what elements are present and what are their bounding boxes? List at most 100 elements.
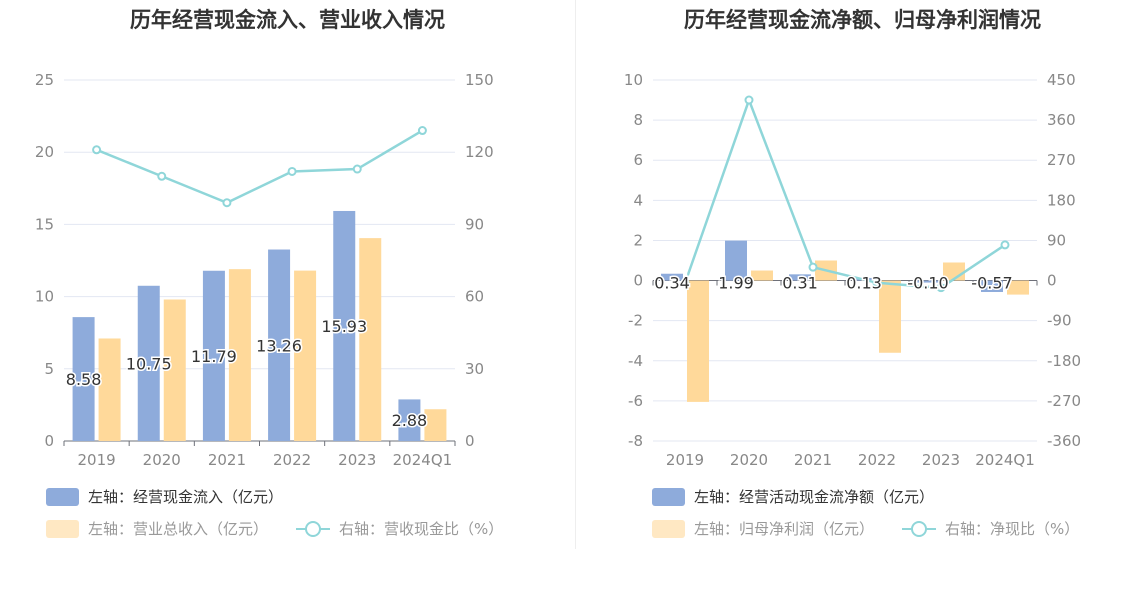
legend-item-revenue[interactable]: 左轴：营业总收入（亿元） [46,518,268,539]
x-tick-label: 2020 [143,451,181,469]
bar [1007,280,1029,295]
bar [98,338,121,441]
y-right-tick-label: 30 [465,360,484,378]
bar [294,270,317,441]
legend-label: 左轴：归母净利润（亿元） [694,520,875,538]
line-point [157,171,167,181]
legend-swatch [46,519,79,538]
bar-data-label: -0.10 [907,274,948,293]
chart-title: 历年经营现金流入、营业收入情况 [130,8,445,32]
line-series [683,96,1006,289]
bar [398,399,421,441]
legend-item-net-cash-ratio[interactable]: 右轴：净现比（%） [902,518,1079,539]
y-right-tick-label: 0 [1047,272,1057,290]
legend-label: 右轴：营收现金比（%） [339,520,504,538]
x-tick-label: 2019 [77,451,115,469]
x-tick-label: 2022 [858,451,896,469]
y-left-tick-label: 10 [624,71,643,89]
bar-data-label: 13.26 [256,336,302,355]
bar-data-label: 11.79 [191,347,237,366]
line-series [96,129,424,205]
bar [751,270,773,281]
bar [725,240,747,281]
chart-canvas: -8 -360 -6 -270 -4 -180 -2 -90 0 0 2 90 4 180 6 270 8 360… [624,71,1081,469]
y-right-tick-label: -90 [1047,312,1072,330]
line-point [872,278,882,288]
legend-label: 左轴：经营现金流入（亿元） [88,488,284,506]
bar [917,280,939,283]
y-right-tick-label: -270 [1047,392,1081,410]
y-left-tick-label: 2 [633,231,643,249]
line-point [352,164,362,174]
y-right-tick-label: 0 [465,432,475,450]
chart-canvas: 0 0 5 30 10 60 15 90 20 120 25 150 2019 2020 2021 2022 2… [35,71,494,469]
bar [228,269,251,441]
bar [163,299,186,441]
line-point [417,126,427,136]
x-tick-label: 2024Q1 [975,451,1035,469]
bar [661,273,683,281]
y-left-tick-label: 6 [633,151,643,169]
y-left-tick-label: 0 [633,272,643,290]
line-point [936,283,946,293]
bar [981,280,1003,292]
bar-data-label: -0.57 [971,274,1012,293]
bar-data-label: 2.88 [392,411,428,430]
bar [424,409,447,441]
line-marker-icon [296,520,330,538]
legend-label: 右轴：净现比（%） [945,520,1080,538]
y-right-tick-label: 360 [1047,111,1076,129]
x-tick-label: 2022 [273,451,311,469]
y-left-tick-label: -4 [628,352,643,370]
x-tick-label: 2021 [208,451,246,469]
y-left-tick-label: 20 [35,143,54,161]
bar-data-label: 10.75 [126,354,172,373]
panel-divider [575,0,576,549]
chart-panel-cashflow-revenue: 历年经营现金流入、营业收入情况 0 0 5 30 10 60 15 90 20 120 25 150 2… [35,8,503,539]
x-tick-label: 2023 [922,451,960,469]
x-tick-label: 2024Q1 [393,451,453,469]
legend-swatch [46,487,79,506]
bar-data-label: 15.93 [321,317,367,336]
y-left-tick-label: 8 [633,111,643,129]
bar [268,249,291,441]
y-right-tick-label: 180 [1047,191,1076,209]
x-tick-label: 2019 [666,451,704,469]
legend-item-net-cashflow[interactable]: 左轴：经营活动现金流净额（亿元） [652,486,934,507]
legend-label: 左轴：经营活动现金流净额（亿元） [694,488,935,506]
legend-label: 左轴：营业总收入（亿元） [88,520,269,538]
y-left-tick-label: -8 [628,432,643,450]
bar [789,274,811,281]
bar [202,270,225,441]
bar [72,317,95,441]
y-left-tick-label: 15 [35,215,54,233]
y-left-tick-label: -2 [628,312,643,330]
legend-swatch [652,519,685,538]
y-right-tick-label: -180 [1047,352,1081,370]
bar-data-label: 0.13 [846,274,882,293]
y-left-tick-label: 4 [633,191,643,209]
bar [879,280,901,353]
y-right-tick-label: 450 [1047,71,1076,89]
line-point [287,166,297,176]
line-point [680,278,690,288]
legend-item-net-profit[interactable]: 左轴：归母净利润（亿元） [652,518,874,539]
y-right-tick-label: 60 [465,288,484,306]
bar [137,285,160,441]
legend-item-revenue-cash-ratio[interactable]: 右轴：营收现金比（%） [296,518,503,539]
y-right-tick-label: 120 [465,143,494,161]
y-right-tick-label: -360 [1047,432,1081,450]
bar [359,238,382,441]
line-point [92,145,102,155]
line-point [1000,240,1010,250]
legend-swatch [652,487,685,506]
y-left-tick-label: 0 [44,432,54,450]
bar-data-label: 0.31 [782,274,818,293]
bar [687,280,709,402]
bar-data-label: 8.58 [66,370,102,389]
bar-data-label: 0.34 [654,274,690,293]
legend-item-cash-inflow[interactable]: 左轴：经营现金流入（亿元） [46,486,283,507]
bar-data-label: 1.99 [718,274,754,293]
chart-title: 历年经营现金流净额、归母净利润情况 [684,8,1041,32]
line-point [222,198,232,208]
